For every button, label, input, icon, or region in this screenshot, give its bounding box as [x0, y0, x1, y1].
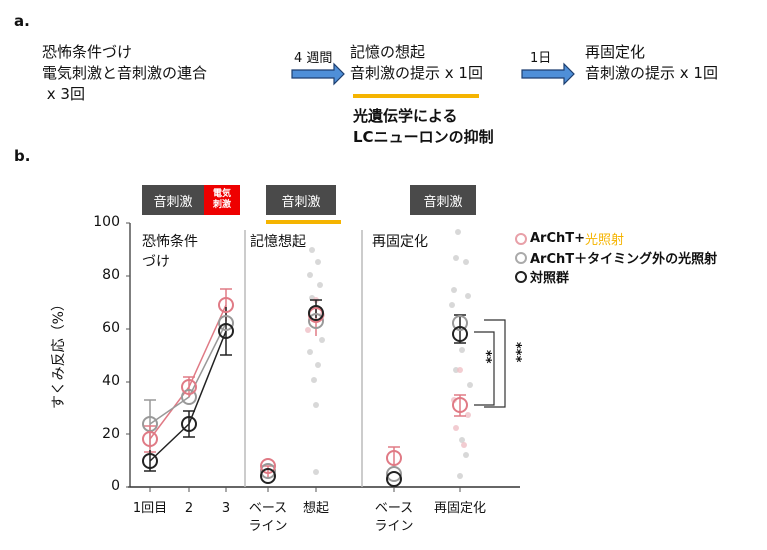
- x-label-line: ライン: [374, 519, 414, 534]
- stimulus-box-tone: 音刺激: [266, 185, 336, 215]
- intervention-bar: [353, 94, 479, 98]
- y-tick: 100: [93, 214, 120, 230]
- legend-item-control: 対照群: [515, 267, 569, 286]
- x-label: 想起: [302, 501, 329, 516]
- arrow-label-4weeks: 4 週間: [294, 51, 333, 66]
- y-tick: 80: [102, 267, 120, 283]
- step-recall: 記憶の想起 音刺激の提示 x 1回: [350, 42, 483, 84]
- stimulus-box-tone: 音刺激: [410, 185, 476, 215]
- step-reconsolidation: 再固定化 音刺激の提示 x 1回: [585, 42, 718, 84]
- legend-marker-icon: [515, 270, 527, 283]
- phase-title-conditioning: 恐怖条件 づけ: [142, 232, 198, 272]
- y-tick: 0: [111, 478, 120, 494]
- x-label: 3: [221, 501, 231, 516]
- panel-b-label: b.: [14, 147, 31, 165]
- x-label: ベース ライン: [370, 500, 418, 536]
- step-line: 電気刺激と音刺激の連合: [42, 64, 208, 82]
- arrow-label-1day: 1日: [530, 51, 552, 66]
- step-line: 恐怖条件づけ: [42, 43, 133, 61]
- step-fear-conditioning: 恐怖条件づけ 電気刺激と音刺激の連合 x 3回: [42, 42, 207, 105]
- step-line: 記憶の想起: [350, 43, 426, 61]
- legend-label: 対照群: [530, 271, 570, 286]
- significance-inner: **: [478, 350, 493, 364]
- step-line: 音刺激の提示 x 1回: [585, 64, 718, 82]
- x-label: 2: [184, 501, 194, 516]
- legend-marker-icon: [515, 232, 527, 245]
- x-label-line: ベース: [374, 501, 414, 516]
- x-label: ベース ライン: [244, 500, 292, 536]
- significance-outer: ***: [508, 342, 523, 363]
- phase-title-recall: 記憶想起: [250, 234, 306, 250]
- stimulus-box-tone: 音刺激: [142, 185, 204, 215]
- panel-a-label: a.: [14, 12, 30, 30]
- y-tick: 20: [102, 426, 120, 442]
- legend-marker-icon: [515, 251, 527, 264]
- light-bar: [266, 220, 341, 224]
- y-tick: 40: [102, 373, 120, 389]
- stimulus-box-shock: 電気 刺激: [204, 185, 240, 215]
- step-line: 音刺激の提示 x 1回: [350, 64, 483, 82]
- legend-item-archt-offtiming: ArChT＋タイミング外の光照射: [515, 248, 717, 267]
- shock-line: 電気: [212, 189, 231, 199]
- x-label-line: ライン: [248, 519, 288, 534]
- step-line: x 3回: [42, 85, 85, 103]
- intervention-line: LCニューロンの抑制: [353, 128, 494, 146]
- legend-label-highlight: 光照射: [585, 233, 625, 248]
- phase-line: づけ: [142, 254, 170, 270]
- phase-line: 恐怖条件: [142, 234, 198, 250]
- x-label: 1回目: [132, 501, 168, 516]
- y-tick: 60: [102, 320, 120, 336]
- legend-item-archt-light: ArChT+ 光照射: [515, 229, 624, 248]
- step-line: 再固定化: [585, 43, 646, 61]
- x-label: 再固定化: [433, 501, 486, 516]
- x-label-line: ベース: [248, 501, 288, 516]
- intervention-text: 光遺伝学による LCニューロンの抑制: [353, 106, 494, 148]
- shock-line: 刺激: [212, 200, 231, 210]
- intervention-line: 光遺伝学による: [353, 107, 458, 125]
- phase-title-reconsolidation: 再固定化: [372, 234, 428, 250]
- legend-label: ArChT＋タイミング外の光照射: [530, 252, 718, 267]
- legend-label: ArChT+: [530, 231, 586, 246]
